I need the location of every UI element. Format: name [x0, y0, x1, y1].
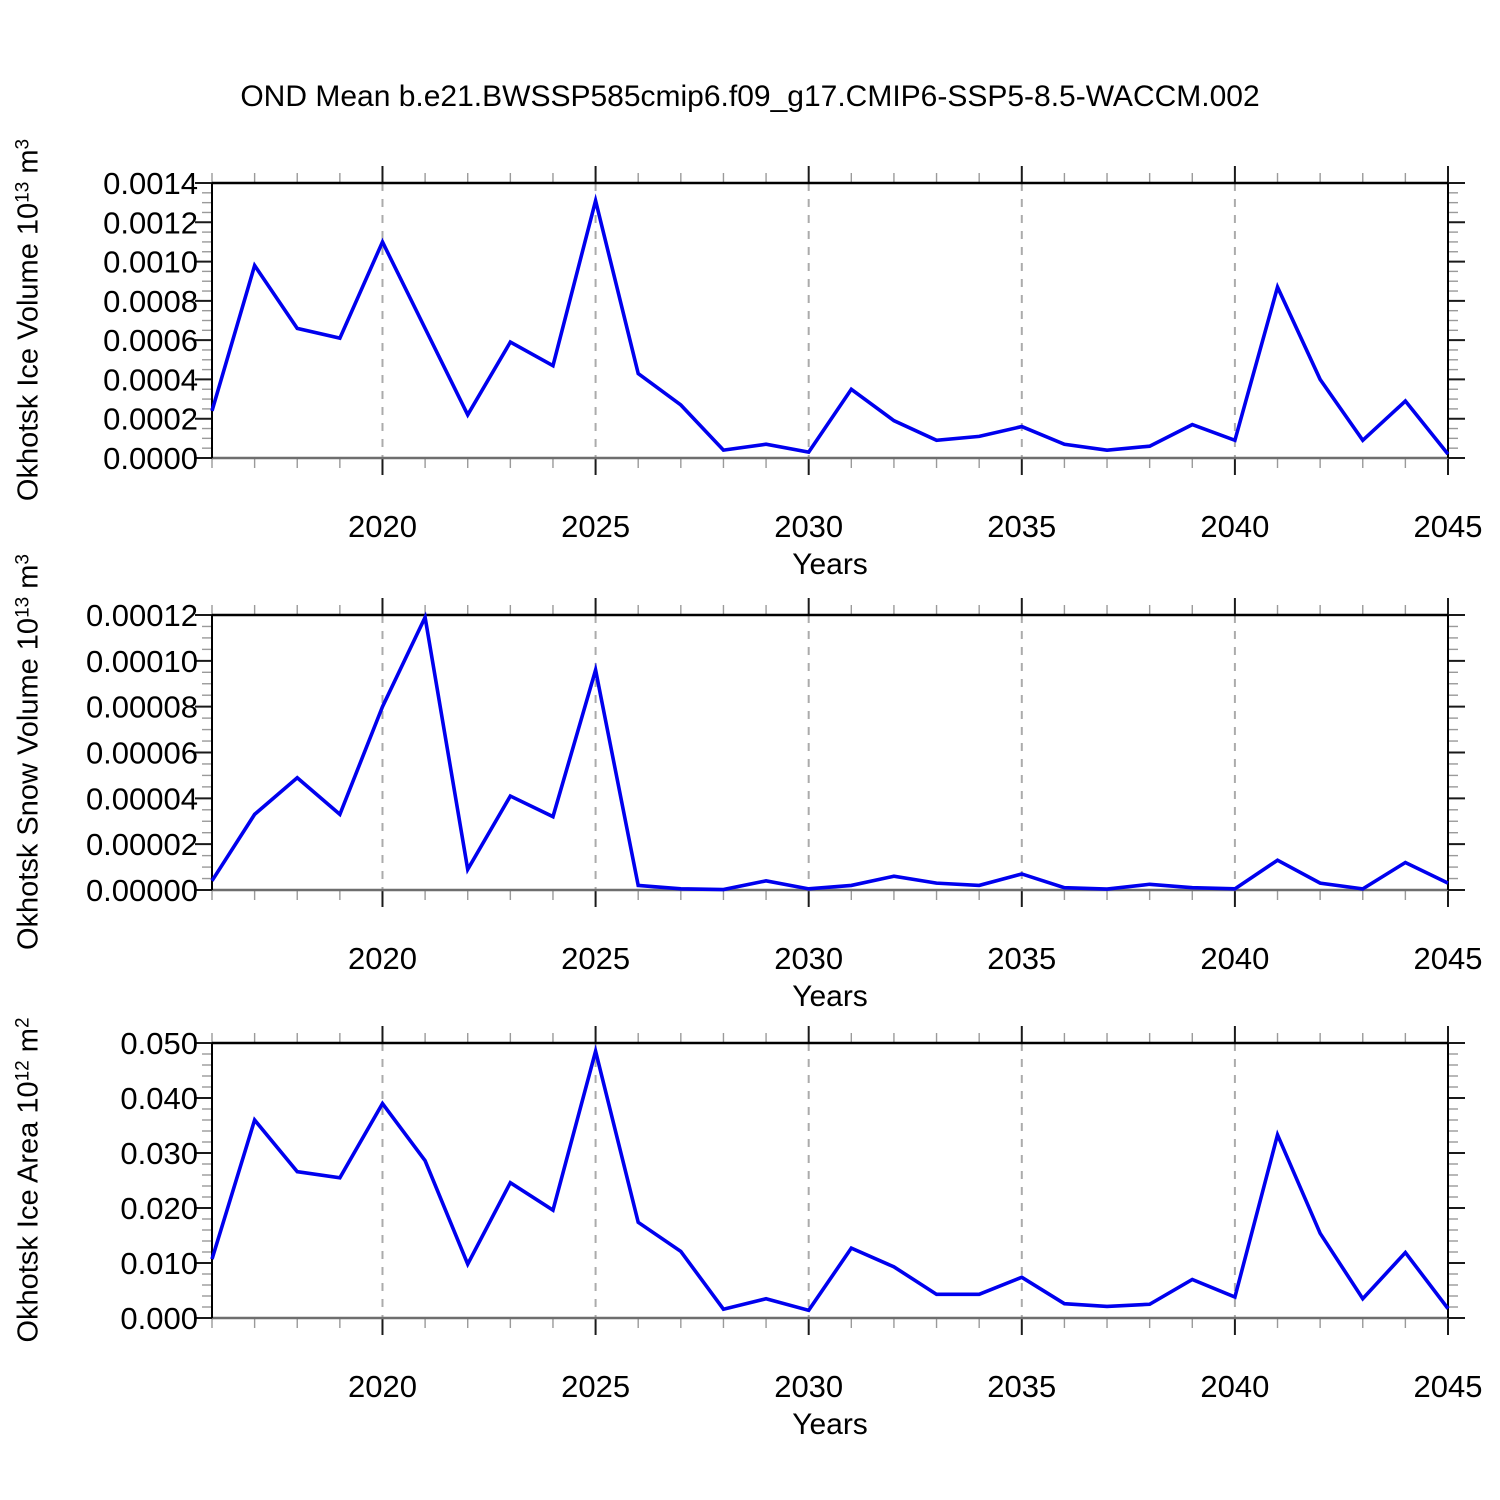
- svg-text:0.040: 0.040: [120, 1081, 198, 1116]
- svg-text:2030: 2030: [774, 941, 843, 976]
- ice-volume-plot-area: 0.0000 0.0002 0.0004 0.0006 0.0008 0.0010 0.00…: [103, 166, 1482, 544]
- svg-text:0.00008: 0.00008: [86, 690, 198, 725]
- x-ticks: [211, 1026, 1449, 1335]
- svg-text:0.00002: 0.00002: [86, 827, 198, 862]
- svg-text:2045: 2045: [1414, 509, 1483, 544]
- y-ticks: [195, 182, 1465, 459]
- svg-text:0.0000: 0.0000: [103, 441, 198, 476]
- y-ticks: [195, 1042, 1465, 1319]
- y-ticks: [195, 614, 1465, 891]
- axis-spines: [211, 181, 1449, 460]
- y-axis-unit: m: [12, 564, 45, 597]
- svg-text:2025: 2025: [561, 941, 630, 976]
- x-axis-label-years: Years: [792, 548, 868, 581]
- svg-text:0.0004: 0.0004: [103, 362, 198, 397]
- gridlines: [381, 615, 1236, 890]
- y-axis-unit-exponent: 3: [12, 553, 34, 565]
- svg-text:2020: 2020: [348, 1369, 417, 1404]
- panel-snow-volume: 0.00000 0.00002 0.00004 0.00006 0.00008 0.000…: [13, 554, 1483, 1013]
- svg-text:2020: 2020: [348, 941, 417, 976]
- svg-text:0.010: 0.010: [120, 1246, 198, 1281]
- gridlines: [381, 1043, 1236, 1318]
- svg-text:0.0008: 0.0008: [103, 284, 198, 319]
- svg-text:2025: 2025: [561, 509, 630, 544]
- y-axis-label-text: Okhotsk Ice Volume 10: [12, 202, 45, 502]
- svg-text:2020: 2020: [348, 509, 417, 544]
- okhotsk-ice-area-line: [210, 1044, 1450, 1313]
- x-axis-label-years: Years: [792, 1408, 868, 1441]
- svg-text:0.030: 0.030: [120, 1136, 198, 1171]
- svg-text:2030: 2030: [774, 1369, 843, 1404]
- x-tick-labels: 2020 2025 2030 2035 2040 2045: [348, 509, 1482, 544]
- x-ticks: [211, 166, 1449, 475]
- x-tick-labels: 2020 2025 2030 2035 2040 2045: [348, 941, 1482, 976]
- y-axis-unit-exponent: 2: [12, 1017, 34, 1029]
- svg-text:2045: 2045: [1414, 941, 1483, 976]
- y-axis-exponent: 12: [12, 1060, 34, 1082]
- svg-text:2040: 2040: [1200, 509, 1269, 544]
- y-tick-labels: 0.00000 0.00002 0.00004 0.00006 0.00008 0.000…: [86, 598, 198, 908]
- gridlines: [381, 183, 1236, 458]
- svg-text:0.00006: 0.00006: [86, 736, 198, 771]
- y-axis-exponent: 13: [12, 181, 34, 203]
- svg-text:0.00012: 0.00012: [86, 598, 198, 633]
- svg-text:2045: 2045: [1414, 1369, 1483, 1404]
- x-axis-label-years: Years: [792, 980, 868, 1013]
- x-tick-labels: 2020 2025 2030 2035 2040 2045: [348, 1369, 1482, 1404]
- svg-text:0.00004: 0.00004: [86, 781, 198, 816]
- svg-text:2025: 2025: [561, 1369, 630, 1404]
- y-axis-unit: m: [12, 149, 45, 182]
- y-axis-exponent: 13: [12, 596, 34, 618]
- svg-text:2035: 2035: [987, 1369, 1056, 1404]
- svg-text:2030: 2030: [774, 509, 843, 544]
- y-axis-label-text: Okhotsk Ice Area 10: [12, 1081, 45, 1343]
- svg-text:0.020: 0.020: [120, 1191, 198, 1226]
- svg-text:0.0010: 0.0010: [103, 245, 198, 280]
- panel-ice-volume: 0.0000 0.0002 0.0004 0.0006 0.0008 0.0010 0.00…: [13, 139, 1483, 581]
- svg-text:0.0006: 0.0006: [103, 323, 198, 358]
- y-axis-unit-exponent: 3: [12, 138, 34, 150]
- y-axis-unit: m: [12, 1028, 45, 1061]
- svg-text:2035: 2035: [987, 941, 1056, 976]
- panel-ice-area: 0.000 0.010 0.020 0.030 0.040 0.050 2020 2025 20…: [13, 1017, 1483, 1441]
- okhotsk-ice-volume-line: [210, 193, 1450, 456]
- svg-text:2040: 2040: [1200, 1369, 1269, 1404]
- y-tick-labels: 0.000 0.010 0.020 0.030 0.040 0.050: [120, 1026, 198, 1336]
- svg-text:2040: 2040: [1200, 941, 1269, 976]
- svg-text:2035: 2035: [987, 509, 1056, 544]
- svg-text:0.0012: 0.0012: [103, 205, 198, 240]
- svg-text:0.00000: 0.00000: [86, 873, 198, 908]
- svg-text:0.0002: 0.0002: [103, 402, 198, 437]
- axis-spines: [211, 1041, 1449, 1320]
- svg-text:0.00010: 0.00010: [86, 644, 198, 679]
- y-axis-label-text: Okhotsk Snow Volume 10: [12, 617, 45, 951]
- axis-spines: [211, 613, 1449, 892]
- svg-text:0.0014: 0.0014: [103, 166, 198, 201]
- x-ticks: [211, 598, 1449, 907]
- svg-text:0.000: 0.000: [120, 1301, 198, 1336]
- snow-volume-plot-area: 0.00000 0.00002 0.00004 0.00006 0.00008 0.000…: [86, 598, 1482, 976]
- okhotsk-snow-volume-line: [210, 611, 1449, 892]
- chart-title: OND Mean b.e21.BWSSP585cmip6.f09_g17.CMI…: [240, 80, 1260, 113]
- svg-text:0.050: 0.050: [120, 1026, 198, 1061]
- y-tick-labels: 0.0000 0.0002 0.0004 0.0006 0.0008 0.0010 0.00…: [103, 166, 198, 476]
